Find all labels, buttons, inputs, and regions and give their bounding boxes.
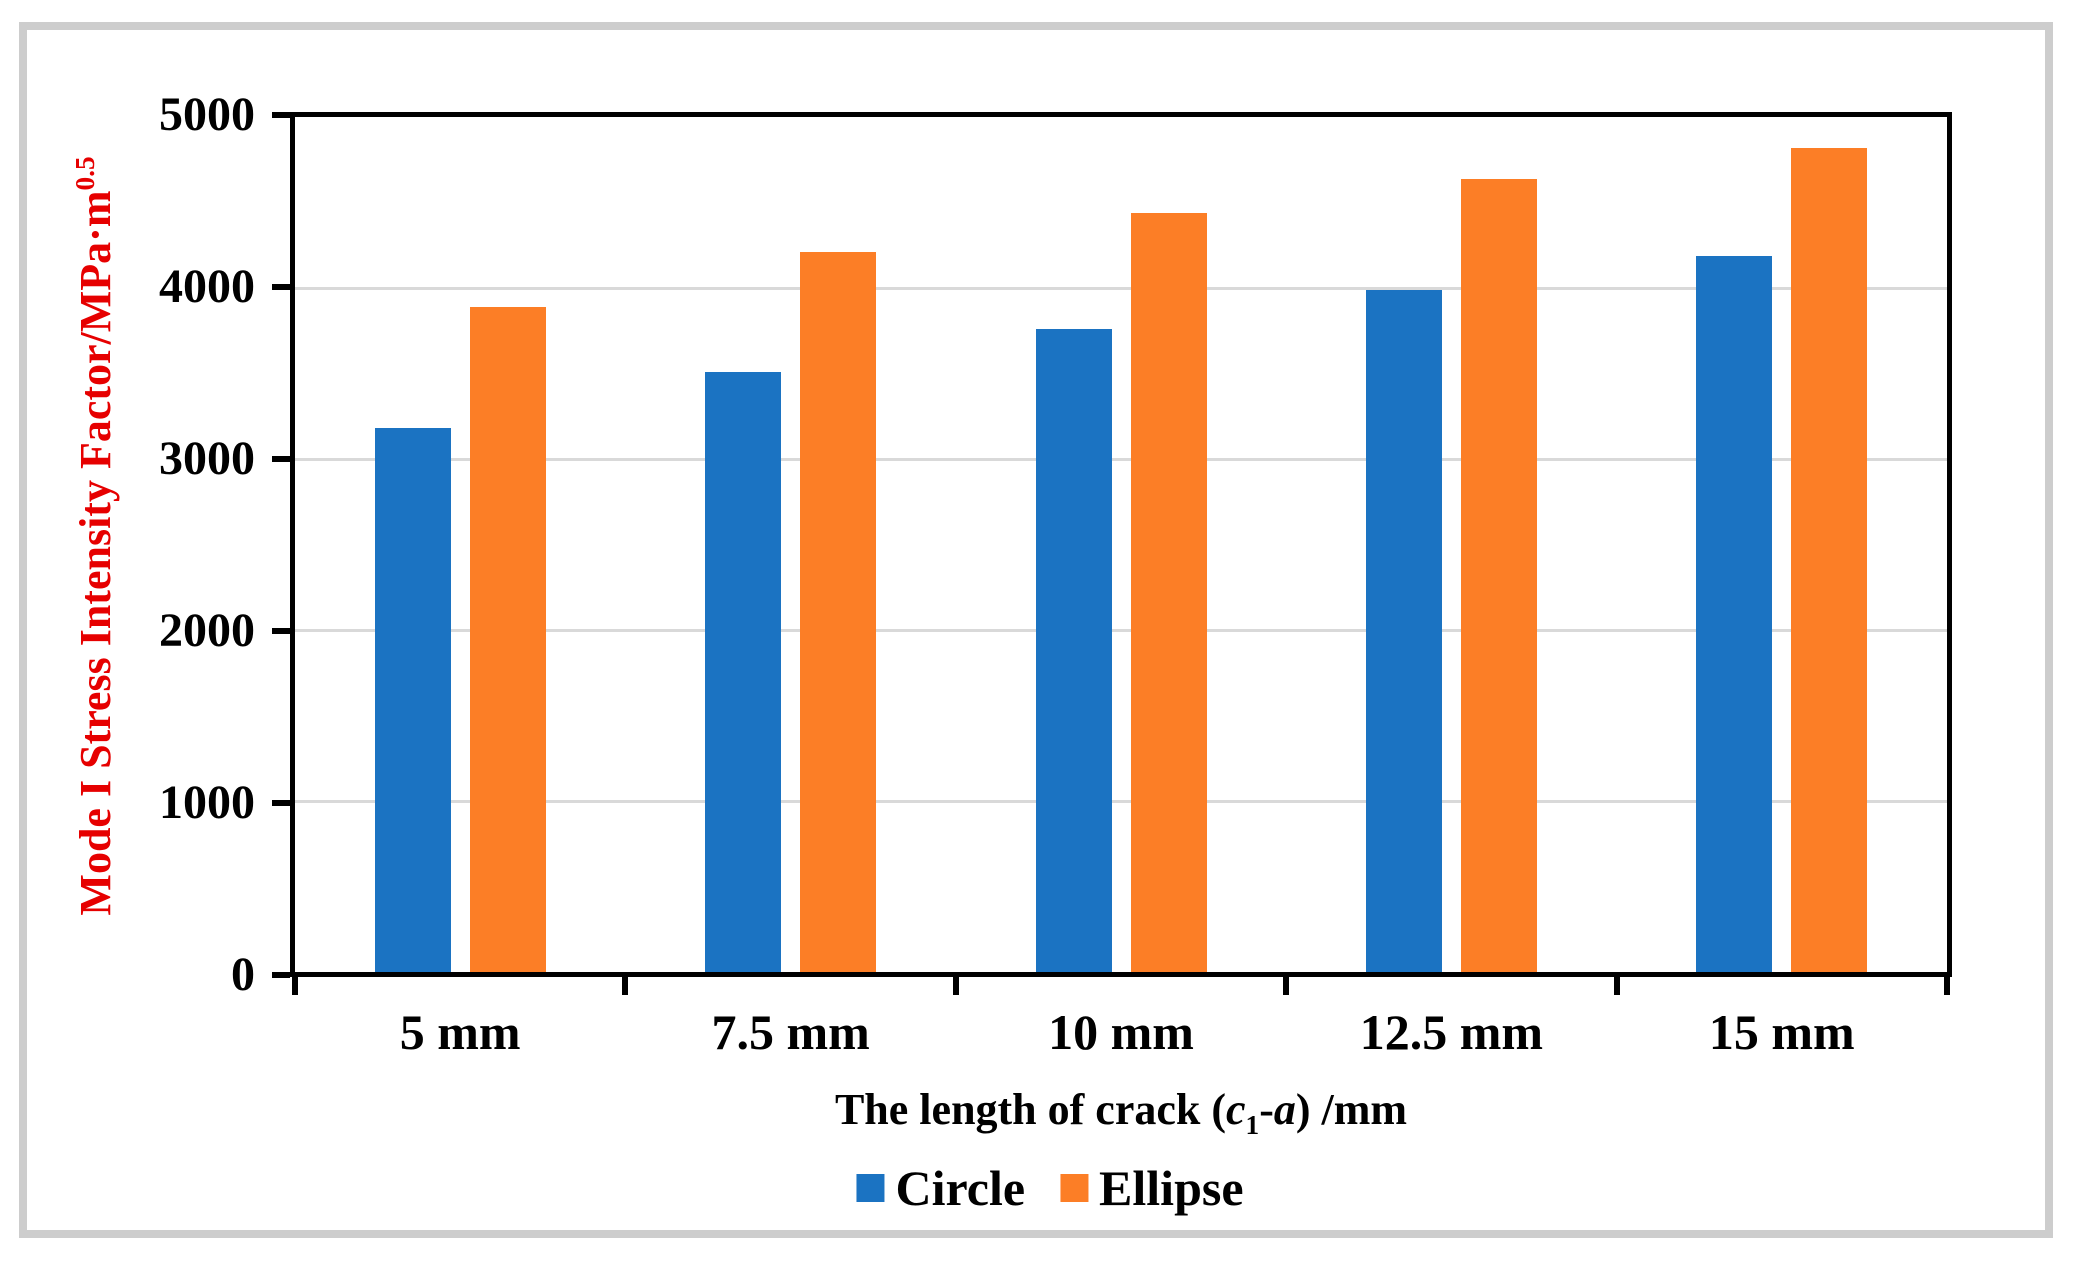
bar-ellipse-7.5-mm — [800, 252, 877, 972]
bar-ellipse-15-mm — [1791, 147, 1868, 972]
gridline-2000 — [295, 628, 1947, 632]
gridline-4000 — [295, 286, 1947, 290]
y-axis-tick-label-2000: 2000 — [159, 603, 255, 657]
x-axis-category-label-5-mm: 5 mm — [399, 1004, 521, 1060]
y-axis-tick-4000 — [272, 283, 290, 290]
x-axis-category-label-15-mm: 15 mm — [1708, 1004, 1855, 1060]
bar-circle-10-mm — [1035, 329, 1112, 972]
x-axis-title: The length of crack (c1-a) /mm — [835, 1088, 1407, 1139]
title-token: The length of crack ( — [834, 1085, 1227, 1134]
title-token: ) /mm — [1295, 1085, 1408, 1134]
x-axis-tick-3 — [1283, 977, 1290, 995]
legend-swatch-circle — [856, 1174, 885, 1202]
title-token: 1 — [1245, 1109, 1260, 1140]
legend-item-circle: Circle — [856, 1163, 1025, 1213]
y-axis-tick-0 — [272, 971, 290, 978]
gridline-3000 — [295, 457, 1947, 461]
x-axis-tick-5 — [1944, 977, 1950, 995]
x-axis-category-label-7.5-mm: 7.5 mm — [711, 1004, 870, 1060]
legend-label-circle: Circle — [895, 1160, 1026, 1216]
y-axis-tick-label-5000: 5000 — [159, 87, 255, 141]
title-token: 0.5 — [70, 156, 101, 191]
gridline-1000 — [295, 799, 1947, 803]
y-axis-tick-5000 — [272, 111, 290, 118]
legend-item-ellipse: Ellipse — [1060, 1160, 1244, 1216]
legend-label-ellipse: Ellipse — [1099, 1160, 1244, 1216]
y-axis-tick-label-3000: 3000 — [159, 431, 255, 485]
x-axis-tick-4 — [1613, 977, 1620, 995]
x-axis-tick-2 — [952, 977, 959, 995]
y-axis-tick-3000 — [272, 455, 290, 462]
bar-ellipse-5-mm — [469, 306, 546, 972]
x-axis-category-label-12.5-mm: 12.5 mm — [1359, 1004, 1544, 1060]
x-axis-category-label-10-mm: 10 mm — [1048, 1004, 1194, 1060]
bar-circle-12.5-mm — [1365, 289, 1442, 972]
title-token: c — [1226, 1085, 1246, 1134]
bar-circle-7.5-mm — [705, 371, 782, 972]
y-axis-tick-2000 — [272, 627, 290, 634]
title-token: - — [1259, 1085, 1274, 1134]
bar-ellipse-10-mm — [1130, 212, 1207, 972]
y-axis-tick-label-1000: 1000 — [159, 775, 255, 829]
bar-circle-5-mm — [374, 428, 451, 972]
x-axis-tick-1 — [622, 977, 629, 995]
y-axis-tick-label-0: 0 — [231, 947, 255, 1001]
legend: Circle Ellipse — [856, 1160, 1244, 1216]
y-axis-tick-1000 — [272, 799, 290, 806]
bar-ellipse-12.5-mm — [1460, 178, 1537, 972]
legend-swatch-ellipse — [1060, 1174, 1089, 1202]
title-token: a — [1273, 1085, 1296, 1134]
plot-area — [290, 112, 1952, 977]
y-axis-tick-label-4000: 4000 — [159, 259, 255, 313]
bar-circle-15-mm — [1696, 255, 1773, 972]
x-axis-tick-0 — [292, 977, 298, 995]
